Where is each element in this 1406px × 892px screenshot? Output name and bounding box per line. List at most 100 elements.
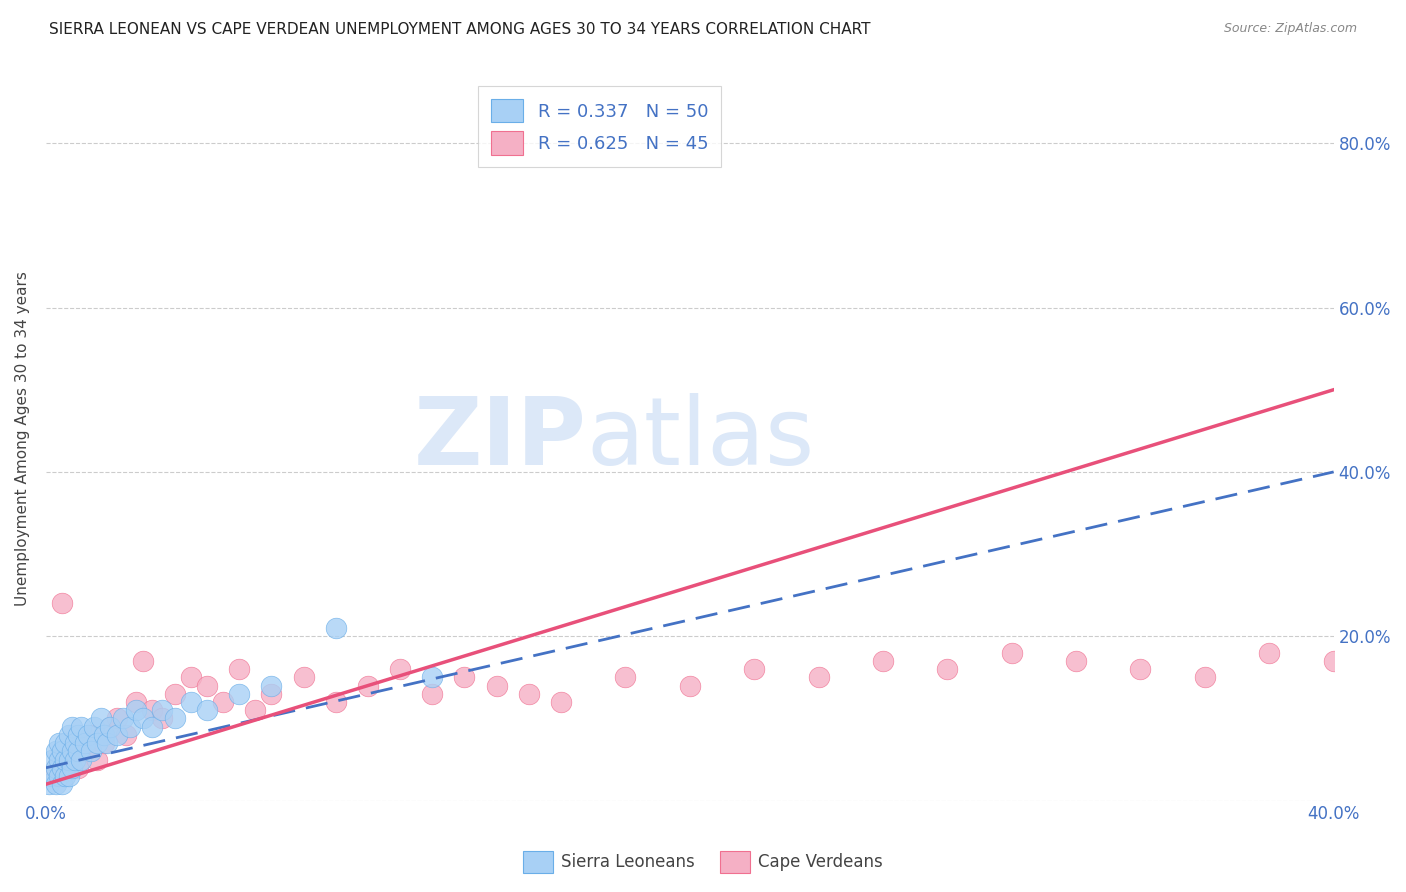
Point xyxy=(357,679,380,693)
Point xyxy=(48,769,70,783)
Point xyxy=(180,695,202,709)
Point xyxy=(45,761,67,775)
Point xyxy=(420,670,443,684)
Point xyxy=(70,720,93,734)
Point xyxy=(260,679,283,693)
Point xyxy=(38,777,60,791)
Point xyxy=(1323,654,1346,668)
Point xyxy=(67,744,90,758)
Point xyxy=(141,720,163,734)
Point xyxy=(67,761,90,775)
Point xyxy=(679,679,702,693)
Point xyxy=(41,769,63,783)
Point xyxy=(485,679,508,693)
Point xyxy=(93,728,115,742)
Point xyxy=(517,687,540,701)
Point xyxy=(260,687,283,701)
Point xyxy=(1129,662,1152,676)
Point xyxy=(48,752,70,766)
Point xyxy=(150,703,173,717)
Point xyxy=(83,720,105,734)
Point xyxy=(53,736,76,750)
Point xyxy=(141,703,163,717)
Point xyxy=(53,752,76,766)
Point xyxy=(45,744,67,758)
Point xyxy=(325,621,347,635)
Point xyxy=(38,769,60,783)
Point xyxy=(125,703,148,717)
Point xyxy=(118,720,141,734)
Point xyxy=(80,728,103,742)
Point xyxy=(131,654,153,668)
Point xyxy=(93,736,115,750)
Legend: R = 0.337   N = 50, R = 0.625   N = 45: R = 0.337 N = 50, R = 0.625 N = 45 xyxy=(478,87,721,167)
Point xyxy=(96,736,118,750)
Point xyxy=(125,695,148,709)
Point xyxy=(212,695,235,709)
Point xyxy=(90,711,112,725)
Point xyxy=(98,720,121,734)
Point xyxy=(51,596,73,610)
Point xyxy=(86,736,108,750)
Point xyxy=(73,736,96,750)
Point xyxy=(98,720,121,734)
Point xyxy=(73,744,96,758)
Point xyxy=(41,752,63,766)
Point xyxy=(53,769,76,783)
Point xyxy=(614,670,637,684)
Point xyxy=(389,662,412,676)
Point xyxy=(245,703,267,717)
Legend: Sierra Leoneans, Cape Verdeans: Sierra Leoneans, Cape Verdeans xyxy=(516,845,890,880)
Point xyxy=(51,761,73,775)
Point xyxy=(1001,646,1024,660)
Text: Source: ZipAtlas.com: Source: ZipAtlas.com xyxy=(1223,22,1357,36)
Point xyxy=(292,670,315,684)
Point xyxy=(76,728,98,742)
Point xyxy=(163,687,186,701)
Point xyxy=(60,720,83,734)
Point xyxy=(163,711,186,725)
Point xyxy=(325,695,347,709)
Point xyxy=(70,752,93,766)
Point xyxy=(195,703,218,717)
Point xyxy=(1258,646,1281,660)
Point xyxy=(63,736,86,750)
Text: atlas: atlas xyxy=(586,393,815,485)
Point xyxy=(420,687,443,701)
Point xyxy=(58,728,80,742)
Point xyxy=(63,752,86,766)
Point xyxy=(150,711,173,725)
Point xyxy=(112,711,135,725)
Point xyxy=(180,670,202,684)
Point xyxy=(105,728,128,742)
Point xyxy=(453,670,475,684)
Point xyxy=(872,654,894,668)
Point xyxy=(58,752,80,766)
Point xyxy=(60,761,83,775)
Point xyxy=(1194,670,1216,684)
Point xyxy=(105,711,128,725)
Point xyxy=(48,736,70,750)
Point xyxy=(195,679,218,693)
Point xyxy=(51,777,73,791)
Point xyxy=(45,777,67,791)
Point xyxy=(51,744,73,758)
Point xyxy=(63,744,86,758)
Point xyxy=(131,711,153,725)
Point xyxy=(45,761,67,775)
Point xyxy=(742,662,765,676)
Y-axis label: Unemployment Among Ages 30 to 34 years: Unemployment Among Ages 30 to 34 years xyxy=(15,271,30,607)
Point xyxy=(228,662,250,676)
Point xyxy=(60,744,83,758)
Point xyxy=(115,728,138,742)
Text: ZIP: ZIP xyxy=(413,393,586,485)
Point xyxy=(67,728,90,742)
Point xyxy=(550,695,572,709)
Point xyxy=(807,670,830,684)
Point xyxy=(86,752,108,766)
Point xyxy=(228,687,250,701)
Point xyxy=(58,752,80,766)
Point xyxy=(58,769,80,783)
Point xyxy=(1064,654,1087,668)
Point xyxy=(936,662,959,676)
